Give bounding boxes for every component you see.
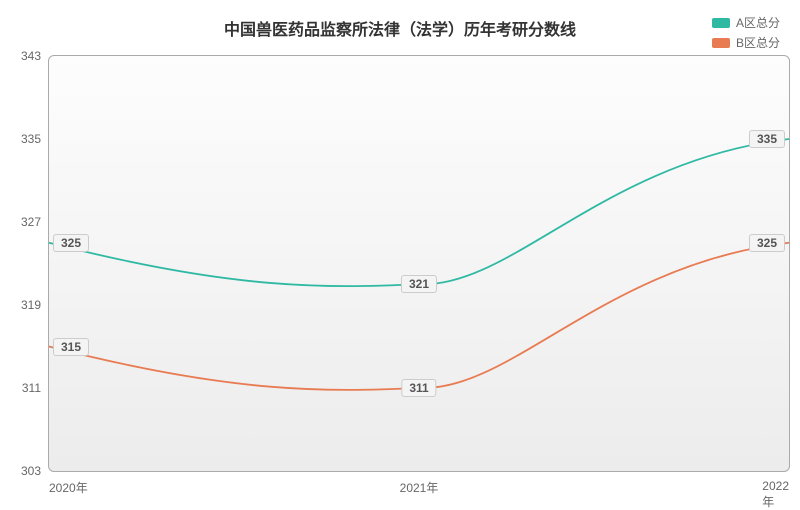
legend-item-a[interactable]: A区总分	[712, 14, 780, 31]
x-tick-label: 2021年	[400, 479, 439, 496]
series-line-1	[49, 243, 789, 390]
data-label: 325	[749, 234, 785, 252]
data-label: 315	[53, 338, 89, 356]
y-tick-label: 311	[22, 381, 41, 395]
chart-title: 中国兽医药品监察所法律（法学）历年考研分数线	[0, 16, 800, 40]
y-tick-label: 327	[21, 215, 41, 229]
legend: A区总分 B区总分	[712, 14, 780, 54]
y-tick-label: 335	[21, 132, 41, 146]
series-line-0	[49, 139, 789, 286]
y-tick-label: 319	[21, 298, 41, 312]
chart-container: 中国兽医药品监察所法律（法学）历年考研分数线 A区总分 B区总分 303 311 3…	[0, 0, 800, 500]
data-label: 335	[749, 130, 785, 148]
legend-swatch-b	[712, 38, 730, 48]
legend-item-b[interactable]: B区总分	[712, 34, 780, 51]
chart-svg	[49, 56, 789, 471]
data-label: 321	[401, 275, 437, 293]
data-label: 311	[401, 379, 436, 397]
y-tick-label: 303	[21, 464, 41, 478]
plot-area: 3033113193273353432020年2021年2022年3253213…	[48, 55, 790, 472]
legend-swatch-a	[712, 18, 730, 28]
x-tick-label: 2022年	[762, 479, 789, 510]
legend-label-b: B区总分	[736, 34, 780, 51]
legend-label-a: A区总分	[736, 14, 780, 31]
y-tick-label: 343	[21, 49, 41, 63]
x-tick-label: 2020年	[49, 479, 88, 496]
data-label: 325	[53, 234, 89, 252]
